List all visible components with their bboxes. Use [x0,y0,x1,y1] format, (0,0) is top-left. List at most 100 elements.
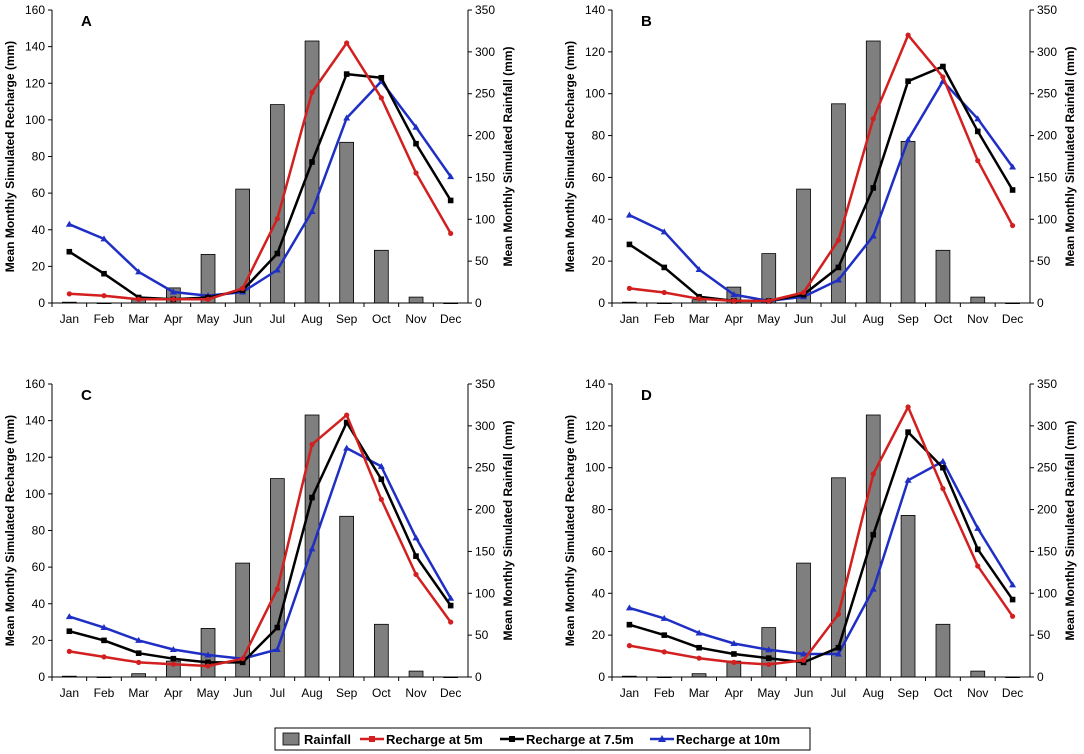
rainfall-bar-nov [970,670,986,678]
series-point-r75 [101,637,107,644]
series-point-r10 [939,457,947,464]
series-point-r75 [101,270,107,277]
series-point-r75 [135,650,142,656]
x-tick-label: Dec [440,686,461,700]
series-point-r5 [626,643,633,649]
right-tick-label: 300 [1037,45,1057,59]
rainfall-bar-may [761,253,777,304]
series-point-r10 [765,646,773,653]
series-point-r10 [412,123,420,130]
x-tick-label: Aug [863,686,884,700]
series-point-r75 [413,140,419,147]
series-point-r5 [170,661,176,667]
series-point-r5 [378,95,384,101]
series-point-r5 [136,296,142,302]
series-point-r10 [869,585,877,592]
chart-panel-c: 0 20 40 60 80 100 120 140 160 0 50 100 150 200 250 300 3… [3,377,515,700]
series-point-r75 [696,644,702,651]
rainfall-bar-sep [339,141,355,304]
series-point-r10 [800,650,808,657]
rainfall-bar-oct [373,623,389,678]
series-point-r5 [101,293,107,299]
series-point-r10 [834,650,842,657]
right-axis-label: Mean Monthly Simulated Rainfall (mm) [1063,46,1077,266]
panel-label: C [81,387,92,404]
series-point-r5 [661,649,667,655]
series-point-r10 [169,646,177,653]
series-line-r5 [629,33,1014,303]
rainfall-bar-aug [865,414,881,678]
x-tick-label: May [757,312,780,326]
series-point-r75 [940,464,946,471]
series-point-r75 [274,250,281,257]
series-point-r75 [66,628,73,635]
series-point-r5 [626,285,633,291]
x-tick-label: Dec [1002,312,1023,326]
rainfall-bar-nov [970,296,986,304]
series-point-r5 [170,296,176,302]
left-tick-label: 80 [32,150,46,164]
x-tick-label: May [197,686,220,700]
series-point-r75 [170,655,177,662]
series-point-r5 [1009,222,1016,229]
left-tick-label: 100 [25,487,45,501]
right-tick-label: 250 [1037,87,1057,101]
series-point-r10 [273,266,281,273]
left-tick-label: 80 [592,129,606,143]
left-tick-label: 100 [585,461,605,475]
right-tick-label: 350 [1037,3,1057,17]
series-point-r10 [377,462,385,469]
series-point-r5 [905,404,911,410]
series-point-r75 [974,128,981,135]
series-point-r10 [695,266,703,273]
right-tick-label: 150 [475,170,495,184]
series-point-r5 [766,298,772,304]
panel-label: D [641,387,652,404]
x-tick-label: Jan [60,686,79,700]
x-tick-label: Nov [405,686,426,700]
rainfall-bar-nov [408,296,424,304]
series-point-r5 [240,285,246,291]
left-tick-label: 60 [592,544,606,558]
right-tick-label: 350 [475,377,495,391]
x-tick-label: Feb [654,312,675,326]
series-point-r10 [660,228,668,235]
x-tick-label: Oct [934,686,953,700]
legend-r5-label: Recharge at 5m [386,732,483,747]
x-tick-label: Jun [233,686,252,700]
series-point-r5 [940,74,946,80]
x-tick-label: Sep [336,686,358,700]
right-axis-label: Mean Monthly Simulated Rainfall (mm) [501,46,515,266]
right-tick-label: 350 [475,3,495,17]
left-tick-label: 140 [25,40,45,54]
series-point-r75 [447,602,454,609]
series-point-r5 [766,661,772,668]
series-point-r5 [800,289,807,296]
left-tick-label: 20 [32,259,46,273]
left-axis-label: Mean Monthly Simulated Recharge (mm) [563,41,577,272]
series-point-r10 [974,524,982,531]
x-tick-label: Dec [440,312,461,326]
series-point-r10 [660,614,668,621]
series-point-r10 [65,220,73,227]
panel-label: B [641,13,652,30]
series-point-r5 [731,659,737,665]
x-tick-label: Dec [1002,686,1023,700]
series-point-r5 [905,32,911,38]
x-tick-label: Sep [897,312,919,326]
legend-r75-label: Recharge at 7.5m [526,732,634,747]
left-tick-label: 20 [592,628,606,642]
right-tick-label: 200 [475,503,495,517]
x-tick-label: Jan [620,312,639,326]
series-point-r10 [135,636,143,643]
right-tick-label: 300 [1037,419,1057,433]
left-tick-label: 0 [38,670,45,684]
x-tick-label: Feb [94,686,115,700]
x-tick-label: Sep [336,312,358,326]
x-tick-label: Nov [967,686,988,700]
series-line-r10 [629,460,1014,656]
series-point-r75 [413,553,419,559]
series-point-r75 [239,659,246,666]
left-tick-label: 40 [592,586,606,600]
